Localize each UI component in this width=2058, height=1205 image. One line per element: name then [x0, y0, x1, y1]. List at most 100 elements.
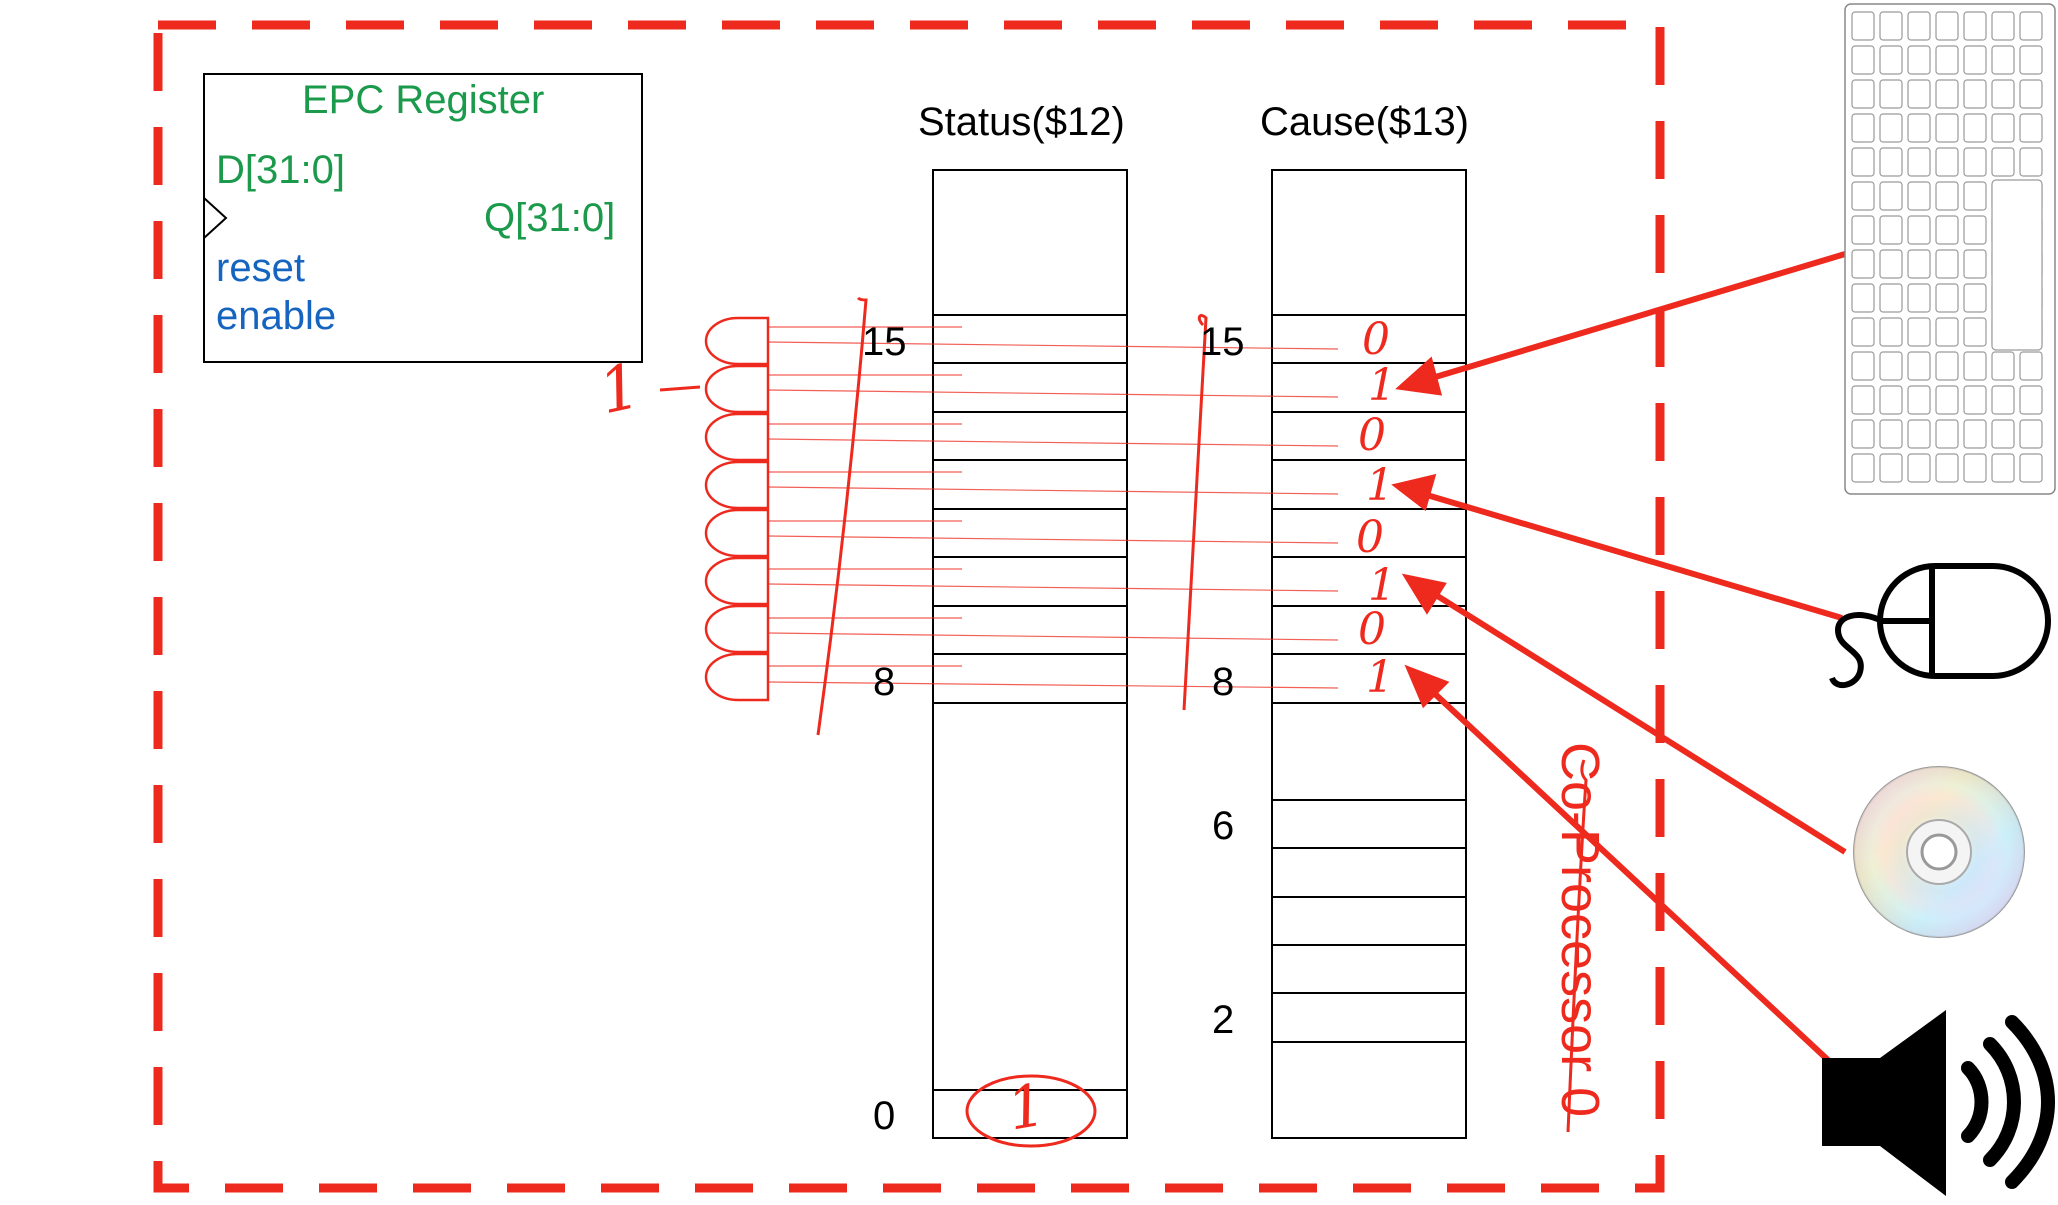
- disc-icon: [1853, 766, 2025, 938]
- keyboard-key: [1879, 351, 1903, 381]
- keyboard-key: [1963, 11, 1987, 41]
- keyboard-key: [1851, 79, 1875, 109]
- epc-reset: reset: [216, 246, 305, 290]
- keyboard-key: [1879, 215, 1903, 245]
- cause-bit-2: 2: [1212, 998, 1235, 1042]
- keyboard-spacebar: [1991, 179, 2043, 351]
- keyboard-key: [1963, 317, 1987, 347]
- status-register: [932, 169, 1128, 1139]
- status-bit-15: 15: [862, 320, 907, 364]
- status-bit-8: 8: [873, 660, 896, 704]
- cause-bit-6: 6: [1212, 804, 1235, 848]
- keyboard-key: [2019, 147, 2043, 177]
- keyboard-key: [1991, 79, 2015, 109]
- keyboard-key: [1963, 419, 1987, 449]
- speaker-icon: [1822, 1010, 2055, 1196]
- keyboard-key: [1963, 283, 1987, 313]
- keyboard-key: [1879, 385, 1903, 415]
- keyboard-key: [1907, 79, 1931, 109]
- keyboard-key: [1851, 283, 1875, 313]
- keyboard-key: [1879, 45, 1903, 75]
- and-gates: [704, 316, 770, 702]
- coprocessor-boundary: [153, 20, 1665, 1193]
- keyboard-key: [1963, 113, 1987, 143]
- keyboard-key: [2019, 385, 2043, 415]
- keyboard-key: [1879, 79, 1903, 109]
- keyboard-key: [1851, 419, 1875, 449]
- keyboard-key: [1935, 147, 1959, 177]
- keyboard-key: [2019, 45, 2043, 75]
- cause-bit-15: 15: [1200, 320, 1245, 364]
- keyboard-key: [1963, 215, 1987, 245]
- keyboard-icon: [1844, 3, 2056, 495]
- keyboard-key: [1991, 11, 2015, 41]
- keyboard-key: [1935, 113, 1959, 143]
- keyboard-key: [1879, 181, 1903, 211]
- keyboard-key: [1851, 147, 1875, 177]
- keyboard-key: [1851, 249, 1875, 279]
- keyboard-key: [1935, 215, 1959, 245]
- epc-title: EPC Register: [302, 78, 545, 122]
- keyboard-key: [1963, 351, 1987, 381]
- keyboard-key: [1907, 419, 1931, 449]
- epc-d-port: D[31:0]: [216, 148, 345, 192]
- keyboard-keys: [1851, 11, 2043, 483]
- cause-bit-10-value: 1: [1368, 560, 1396, 611]
- epc-enable: enable: [216, 294, 337, 338]
- keyboard-key: [1851, 351, 1875, 381]
- keyboard-key: [1907, 317, 1931, 347]
- keyboard-key: [1963, 249, 1987, 279]
- device-arrows: [1391, 245, 1866, 1063]
- keyboard-key: [1935, 351, 1959, 381]
- keyboard-key: [1991, 45, 2015, 75]
- status-title: Status($12): [918, 100, 1125, 144]
- keyboard-key: [1879, 147, 1903, 177]
- keyboard-key: [1991, 351, 2015, 381]
- keyboard-key: [1851, 317, 1875, 347]
- keyboard-key: [1935, 45, 1959, 75]
- cause-bit-12-value: 1: [1366, 460, 1394, 511]
- keyboard-key: [1851, 11, 1875, 41]
- mouse-icon: [1829, 563, 2051, 689]
- keyboard-key: [1963, 79, 1987, 109]
- and-output-line: [659, 385, 701, 392]
- keyboard-key: [1879, 249, 1903, 279]
- clock-triangle: [203, 197, 228, 239]
- keyboard-key: [1907, 11, 1931, 41]
- keyboard-key: [1963, 181, 1987, 211]
- keyboard-key: [1963, 453, 1987, 483]
- epc-q-port: Q[31:0]: [484, 196, 616, 240]
- cause-bit-9-value: 0: [1358, 604, 1386, 655]
- cause-register: [1271, 169, 1467, 1139]
- epc-register-box: [203, 73, 643, 363]
- cause-title: Cause($13): [1260, 100, 1470, 144]
- keyboard-key: [1907, 215, 1931, 245]
- keyboard-key: [1991, 453, 2015, 483]
- keyboard-key: [1851, 215, 1875, 245]
- keyboard-key: [1851, 45, 1875, 75]
- keyboard-key: [1963, 147, 1987, 177]
- coprocessor-label: Co-Processor 0: [1550, 742, 1610, 1118]
- keyboard-key: [2019, 11, 2043, 41]
- cause-bit-8-value: 1: [1366, 652, 1394, 703]
- keyboard-key: [1879, 453, 1903, 483]
- keyboard-key: [2019, 113, 2043, 143]
- keyboard-key: [1851, 181, 1875, 211]
- keyboard-key: [1851, 385, 1875, 415]
- status-bracket: [816, 296, 868, 736]
- keyboard-key: [1991, 147, 2015, 177]
- keyboard-key: [2019, 351, 2043, 381]
- keyboard-key: [1963, 385, 1987, 415]
- cause-bracket: [1182, 314, 1208, 711]
- keyboard-key: [1907, 45, 1931, 75]
- keyboard-key: [1935, 181, 1959, 211]
- keyboard-key: [1963, 45, 1987, 75]
- keyboard-key: [1935, 11, 1959, 41]
- keyboard-key: [2019, 79, 2043, 109]
- cause-bit-14-value: 1: [1368, 360, 1396, 411]
- keyboard-key: [1935, 453, 1959, 483]
- cause-bit-11-value: 0: [1356, 512, 1384, 563]
- keyboard-key: [1935, 283, 1959, 313]
- keyboard-key: [1907, 181, 1931, 211]
- keyboard-key: [1851, 113, 1875, 143]
